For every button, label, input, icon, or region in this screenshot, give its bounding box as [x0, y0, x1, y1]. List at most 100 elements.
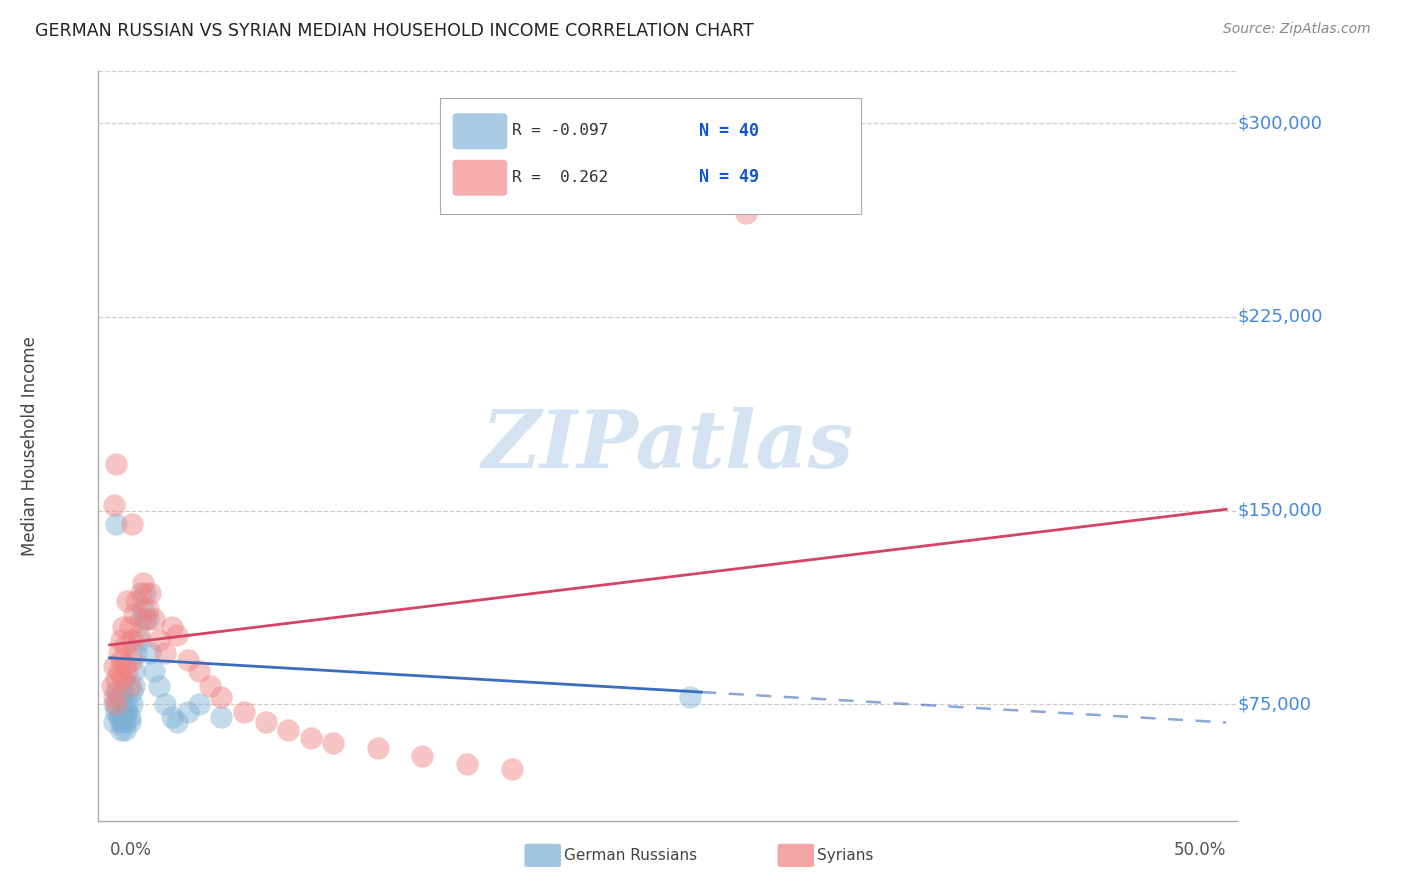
- Point: [187, 698, 209, 712]
- Point: [101, 679, 124, 693]
- Point: [114, 638, 136, 652]
- Text: $75,000: $75,000: [1237, 696, 1312, 714]
- Point: [277, 723, 299, 738]
- Point: [114, 723, 136, 738]
- Point: [117, 698, 139, 712]
- Point: [198, 679, 221, 693]
- Point: [103, 499, 125, 513]
- Point: [134, 586, 156, 600]
- Text: $225,000: $225,000: [1237, 308, 1323, 326]
- Point: [125, 594, 148, 608]
- Point: [254, 715, 277, 730]
- Point: [122, 679, 145, 693]
- Point: [209, 710, 232, 724]
- Point: [129, 586, 152, 600]
- Point: [110, 723, 132, 738]
- FancyBboxPatch shape: [453, 160, 508, 195]
- Point: [118, 620, 141, 634]
- Text: Median Household Income: Median Household Income: [21, 336, 39, 556]
- Text: 0.0%: 0.0%: [110, 841, 152, 859]
- Point: [103, 698, 125, 712]
- Point: [132, 576, 155, 591]
- Point: [501, 762, 523, 776]
- Point: [107, 646, 129, 660]
- Point: [121, 698, 143, 712]
- Point: [122, 664, 145, 678]
- Point: [103, 690, 125, 704]
- Point: [155, 698, 177, 712]
- Point: [125, 646, 148, 660]
- Point: [121, 684, 143, 698]
- Point: [117, 705, 139, 719]
- Text: 50.0%: 50.0%: [1174, 841, 1226, 859]
- Point: [118, 715, 141, 730]
- Point: [111, 672, 134, 686]
- Point: [143, 612, 166, 626]
- FancyBboxPatch shape: [440, 97, 862, 214]
- Point: [735, 206, 758, 220]
- Text: $150,000: $150,000: [1237, 501, 1323, 520]
- Point: [105, 516, 128, 531]
- FancyBboxPatch shape: [453, 113, 508, 149]
- Point: [139, 646, 162, 660]
- Point: [107, 664, 129, 678]
- Point: [111, 620, 134, 634]
- Point: [118, 710, 141, 724]
- Point: [114, 658, 136, 673]
- Point: [322, 736, 344, 750]
- Point: [121, 653, 143, 667]
- Point: [187, 664, 209, 678]
- Point: [105, 684, 128, 698]
- Point: [121, 516, 143, 531]
- Point: [129, 612, 152, 626]
- Point: [148, 679, 170, 693]
- Point: [117, 664, 139, 678]
- Point: [148, 632, 170, 647]
- Point: [128, 632, 150, 647]
- Text: ZIPatlas: ZIPatlas: [482, 408, 853, 484]
- Point: [122, 607, 145, 621]
- Point: [166, 715, 188, 730]
- Point: [136, 601, 159, 615]
- Text: $300,000: $300,000: [1237, 114, 1322, 132]
- Point: [103, 715, 125, 730]
- Point: [411, 749, 433, 764]
- Point: [177, 705, 200, 719]
- FancyBboxPatch shape: [524, 844, 561, 867]
- Point: [134, 612, 156, 626]
- Point: [110, 653, 132, 667]
- Point: [105, 705, 128, 719]
- Point: [299, 731, 322, 745]
- Point: [111, 705, 134, 719]
- Point: [136, 612, 159, 626]
- Text: Source: ZipAtlas.com: Source: ZipAtlas.com: [1223, 22, 1371, 37]
- FancyBboxPatch shape: [778, 844, 814, 867]
- Point: [110, 715, 132, 730]
- Point: [111, 698, 134, 712]
- Point: [367, 741, 389, 756]
- Text: Syrians: Syrians: [817, 848, 873, 863]
- Point: [143, 664, 166, 678]
- Point: [209, 690, 232, 704]
- Text: N = 40: N = 40: [699, 121, 759, 139]
- Point: [232, 705, 254, 719]
- Point: [114, 715, 136, 730]
- Point: [139, 586, 162, 600]
- Point: [117, 594, 139, 608]
- Point: [121, 632, 143, 647]
- Point: [132, 601, 155, 615]
- Point: [105, 672, 128, 686]
- Point: [105, 457, 128, 471]
- Point: [177, 653, 200, 667]
- Point: [118, 679, 141, 693]
- Text: R = -0.097: R = -0.097: [512, 123, 607, 138]
- Point: [160, 710, 183, 724]
- Text: R =  0.262: R = 0.262: [512, 169, 607, 185]
- Point: [456, 756, 478, 771]
- Point: [105, 698, 128, 712]
- Text: German Russians: German Russians: [564, 848, 697, 863]
- Point: [166, 627, 188, 641]
- Point: [679, 690, 702, 704]
- Text: GERMAN RUSSIAN VS SYRIAN MEDIAN HOUSEHOLD INCOME CORRELATION CHART: GERMAN RUSSIAN VS SYRIAN MEDIAN HOUSEHOL…: [35, 22, 754, 40]
- Point: [103, 658, 125, 673]
